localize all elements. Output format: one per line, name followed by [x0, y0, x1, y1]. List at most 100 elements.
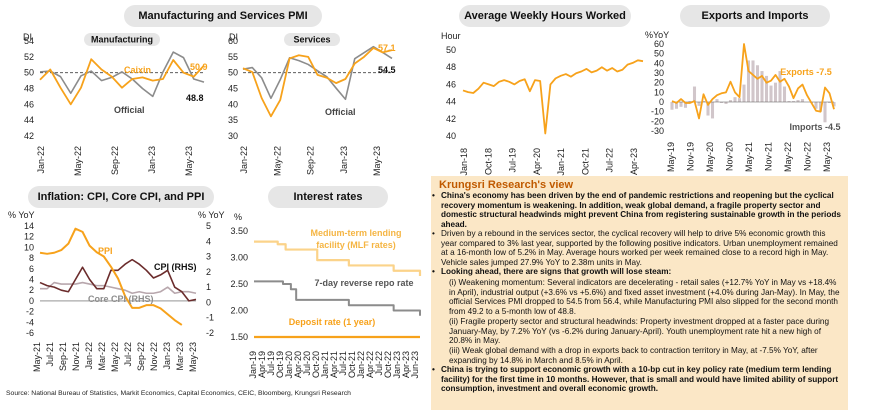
core-cpi-label: Core CPI (RHS) [88, 294, 154, 304]
mlf-label-line1: Medium-term lending [310, 228, 401, 238]
trade-xtick: Nov-22 [803, 142, 813, 171]
imports-bar [769, 85, 773, 102]
trade-ytick: -10 [651, 107, 664, 117]
rates-ylabel: % [234, 212, 242, 222]
rates-xtick: Apr-19 [257, 351, 267, 378]
deposit-rate-label: Deposit rate (1 year) [289, 317, 376, 327]
mfg-panel-title-bg [84, 33, 160, 46]
hours-xtick: Jul-22 [605, 148, 615, 173]
svc-caixin-line [242, 47, 393, 118]
svc-xtick: Jan-22 [239, 146, 249, 174]
inflation-title: Inflation: CPI, Core CPI, and PPI [28, 186, 214, 208]
infl-xtick: Sep-21 [58, 342, 68, 371]
infl-y2tick: 4 [206, 236, 211, 246]
hours-ytick: 48 [446, 62, 456, 72]
infl-y2tick: 5 [206, 221, 211, 231]
hours-xtick: Apr-20 [532, 148, 542, 175]
hours-xtick: Jan-21 [556, 148, 566, 176]
imports-bar [832, 102, 836, 107]
rates-xtick: Jan-19 [248, 351, 258, 379]
svc-official-line [242, 45, 393, 101]
trade-ytick: 60 [654, 39, 664, 49]
svc-ytick: 40 [228, 99, 238, 109]
reverse-repo-label: 7-day reverse repo rate [314, 278, 413, 288]
infl-ytick: -6 [26, 328, 34, 338]
svc-official-label: Official [325, 107, 356, 117]
mfg-xtick: Jan-22 [36, 146, 46, 174]
rates-xtick: Oct-22 [383, 351, 393, 378]
hours-title: Average Weekly Hours Worked [459, 5, 631, 27]
infl-xtick: Jul-21 [45, 342, 55, 367]
rates-xtick: Jan-20 [284, 351, 294, 379]
mfg-ytick: 48 [24, 84, 34, 94]
svc-xtick: May-23 [372, 146, 382, 176]
mfg-xtick: Jan-23 [147, 146, 157, 174]
rates-ytick: 2.50 [230, 279, 248, 289]
infl-xtick: Jul-22 [123, 342, 133, 367]
hours-xtick: Apr-23 [629, 148, 639, 175]
hours-xtick: Jul-19 [508, 148, 518, 173]
imports-bar [701, 101, 706, 102]
imports-bar [688, 101, 692, 102]
infl-xtick: Mar-22 [97, 342, 107, 371]
svc-ytick: 60 [228, 36, 238, 46]
rates-xtick: Jul-19 [266, 351, 276, 376]
trade-ytick: 20 [654, 78, 664, 88]
infl-ytick: 14 [24, 221, 34, 231]
research-sub-1: (i) Weakening momentum: Several indicato… [449, 278, 840, 316]
research-bullet-1: • China's economy has been driven by the … [432, 191, 841, 229]
rates-xtick: Apr-21 [329, 351, 339, 378]
pmi-title: Manufacturing and Services PMI [124, 5, 322, 27]
mfg-caixin-line [39, 58, 205, 106]
infl-ytick: 2 [29, 285, 34, 295]
ppi-line [39, 227, 183, 326]
mfg-official-end-label: 48.8 [186, 93, 204, 103]
trade-ytick: 50 [654, 49, 664, 59]
svc-xtick: Sep-22 [306, 146, 316, 175]
imports-bar [760, 71, 764, 102]
imports-bar [737, 98, 742, 102]
rates-xtick: Jan-21 [320, 351, 330, 379]
trade-xtick: Nov-20 [725, 142, 735, 171]
trade-xtick: May-21 [744, 142, 754, 172]
mfg-ytick: 42 [24, 131, 34, 141]
svc-ytick: 45 [228, 84, 238, 94]
hours-ylabel: Hour [441, 31, 461, 41]
svc-xtick: May-22 [272, 146, 282, 176]
exports-line [671, 43, 835, 120]
trade-ytick: -20 [651, 116, 664, 126]
rates-xtick: Oct-20 [311, 351, 321, 378]
imports-bar [751, 60, 755, 102]
mfg-xtick: May-23 [184, 146, 194, 176]
imports-bar [814, 102, 818, 109]
infl-ytick: -4 [26, 317, 34, 327]
svc-ylabel: DI [229, 32, 238, 42]
imports-bar [746, 60, 751, 102]
rates-xtick: Jan-22 [356, 351, 366, 379]
svc-ytick: 55 [228, 52, 238, 62]
mfg-official-line [39, 51, 205, 98]
rates-xtick: Jan-23 [392, 351, 402, 379]
hours-ytick: 42 [446, 114, 456, 124]
cpi-line [39, 258, 197, 302]
trade-xtick: Nov-21 [764, 142, 774, 171]
research-bullet-4: • China is trying to support economic gro… [432, 365, 839, 393]
rates-xtick: Jul-20 [302, 351, 312, 376]
imports-bar [674, 102, 679, 109]
research-title: Krungsri Research's view [439, 179, 574, 191]
infl-ytick: 0 [29, 296, 34, 306]
core-cpi-line [40, 281, 197, 295]
imports-bar [782, 86, 787, 102]
infl-ytick: 8 [29, 253, 34, 263]
hours-ytick: 40 [446, 131, 456, 141]
mfg-caixin-end-label: 50.9 [190, 62, 208, 72]
imports-bar [800, 99, 805, 102]
infl-xtick: Jan-23 [162, 342, 172, 370]
imports-bar [742, 84, 746, 102]
trade-xtick: Nov-19 [686, 142, 696, 171]
hours-xtick: Jan-18 [459, 148, 469, 176]
trade-ytick: 10 [654, 87, 664, 97]
hours-line [462, 59, 644, 135]
mfg-ytick: 46 [24, 99, 34, 109]
source-note: Source: National Bureau of Statistics, M… [6, 390, 351, 397]
